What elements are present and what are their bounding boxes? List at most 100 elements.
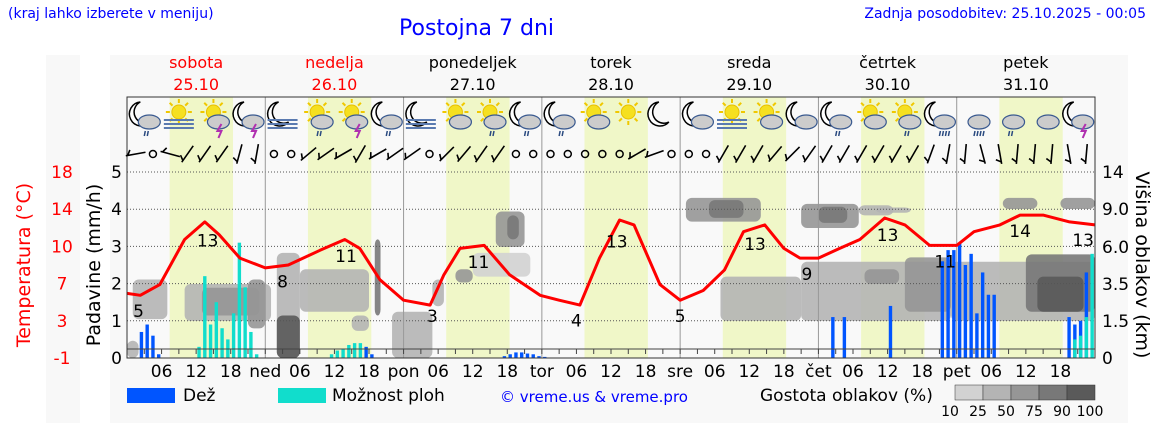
temperature-label: 13 (744, 235, 766, 255)
temperature-label: 13 (197, 231, 219, 251)
temperature-label: 13 (877, 226, 899, 246)
hour-label: 18 (911, 362, 933, 382)
wind-shaft (945, 144, 951, 164)
temp-tick: -1 (54, 349, 71, 369)
wind-barb-icon (854, 144, 868, 164)
sun-ray (875, 102, 881, 107)
wind-barb-icon (627, 148, 646, 160)
wind-barb-icon (767, 145, 783, 163)
sun-ray (307, 117, 312, 122)
wind-shaft (492, 145, 506, 163)
cloud-density-level: 10 (941, 404, 959, 420)
wind-shaft (1084, 143, 1089, 165)
wind-feather (404, 152, 407, 159)
hour-label: 06 (980, 362, 1002, 382)
hour-label: 06 (842, 362, 864, 382)
rain-bar (957, 242, 962, 358)
wind-feather (995, 159, 1002, 163)
legend-showers-swatch (278, 388, 326, 403)
cloud-rain-icon (1001, 114, 1026, 137)
moon-cloud-thunder-icon (1062, 101, 1095, 139)
wind-feather (387, 152, 390, 159)
day-date: 31.10 (1003, 75, 1049, 94)
day-name: torek (590, 53, 632, 72)
wind-feather (161, 147, 168, 153)
moon-fog-icon (266, 101, 298, 129)
wind-feather (1080, 157, 1087, 163)
rain-bar (145, 324, 149, 358)
moon-cloud-heavy-rain-icon (923, 101, 957, 137)
cloud-density-cell (720, 276, 802, 321)
lightning-shape (215, 123, 223, 139)
sun-ray (461, 102, 466, 107)
temperature-label: 8 (277, 273, 288, 293)
wind-feather (871, 155, 876, 162)
temp-axis-title: Temperatura (°C) (13, 183, 35, 348)
temperature-label: 5 (133, 302, 144, 322)
wind-shaft (1066, 144, 1072, 164)
wind-barb-icon (802, 145, 817, 163)
rain-drop (385, 130, 389, 137)
temperature-label: 5 (675, 307, 686, 327)
wind-barb-icon (644, 149, 664, 159)
sun-shape (620, 104, 636, 120)
showers-bar (347, 344, 351, 358)
cloud-density-cell (299, 269, 369, 312)
location-hint[interactable]: (kraj lahko izberete v meniju) (8, 6, 214, 22)
precip-tick: 1 (111, 312, 122, 332)
wind-feather (784, 153, 788, 160)
rain-drop (388, 130, 392, 137)
temperature-label: 9 (801, 265, 812, 285)
rain-bar (946, 250, 950, 358)
hour-label: 18 (220, 362, 242, 382)
day-date: 25.10 (173, 75, 219, 94)
rain-bar (940, 261, 945, 358)
showers-bar (254, 354, 259, 358)
day-date: 26.10 (312, 75, 358, 94)
cloud-shape (137, 114, 161, 130)
rain-bar (963, 265, 968, 358)
rain-drop (907, 130, 910, 137)
day-abbr-label: sre (667, 362, 693, 382)
moon-cloud-rain-icon (128, 101, 161, 137)
rain-drop (523, 130, 527, 137)
temperature-label: 11 (468, 253, 490, 273)
wind-shaft (235, 144, 243, 164)
sun-ray (633, 102, 639, 107)
day-date: 28.10 (588, 75, 634, 94)
wind-barb-icon (179, 145, 194, 163)
cloud-density-cell (1060, 197, 1095, 209)
rain-bar (992, 294, 996, 358)
sun-ray (203, 117, 208, 122)
day-date: 27.10 (450, 75, 496, 94)
rain-bar (842, 317, 847, 358)
rain-bar (831, 317, 835, 358)
moon-cloud-rain-icon (543, 101, 576, 137)
hour-label: 18 (1050, 362, 1072, 382)
wind-feather (715, 155, 721, 162)
cloud-shape (587, 114, 611, 130)
legend-rain-swatch (127, 388, 175, 403)
moon-cloud-rain-icon (820, 101, 853, 137)
sun-cloud-rain-icon (477, 99, 507, 137)
cloud-density-level: 75 (1025, 404, 1043, 420)
wind-calm-icon (580, 149, 590, 159)
cloud-density-cell (708, 200, 744, 218)
day-abbr-label: čet (805, 362, 832, 382)
hour-label: 12 (185, 362, 207, 382)
moon-icon (647, 101, 670, 127)
wind-shaft (644, 149, 664, 159)
wind-barb-icon (733, 144, 747, 164)
sun-ray (860, 117, 865, 122)
sun-ray (203, 102, 208, 107)
wind-shaft (125, 151, 146, 157)
rain-bar (531, 354, 535, 358)
legend-showers-label: Možnost ploh (332, 386, 445, 406)
wind-feather (1011, 157, 1017, 163)
temp-tick: 7 (57, 275, 68, 295)
credit-link: © vreme.us & vreme.pro (500, 388, 688, 406)
wind-barb-icon (819, 144, 833, 164)
cloud-shape (794, 114, 818, 130)
showers-bar (341, 348, 345, 358)
cloud-shape (1036, 114, 1060, 130)
